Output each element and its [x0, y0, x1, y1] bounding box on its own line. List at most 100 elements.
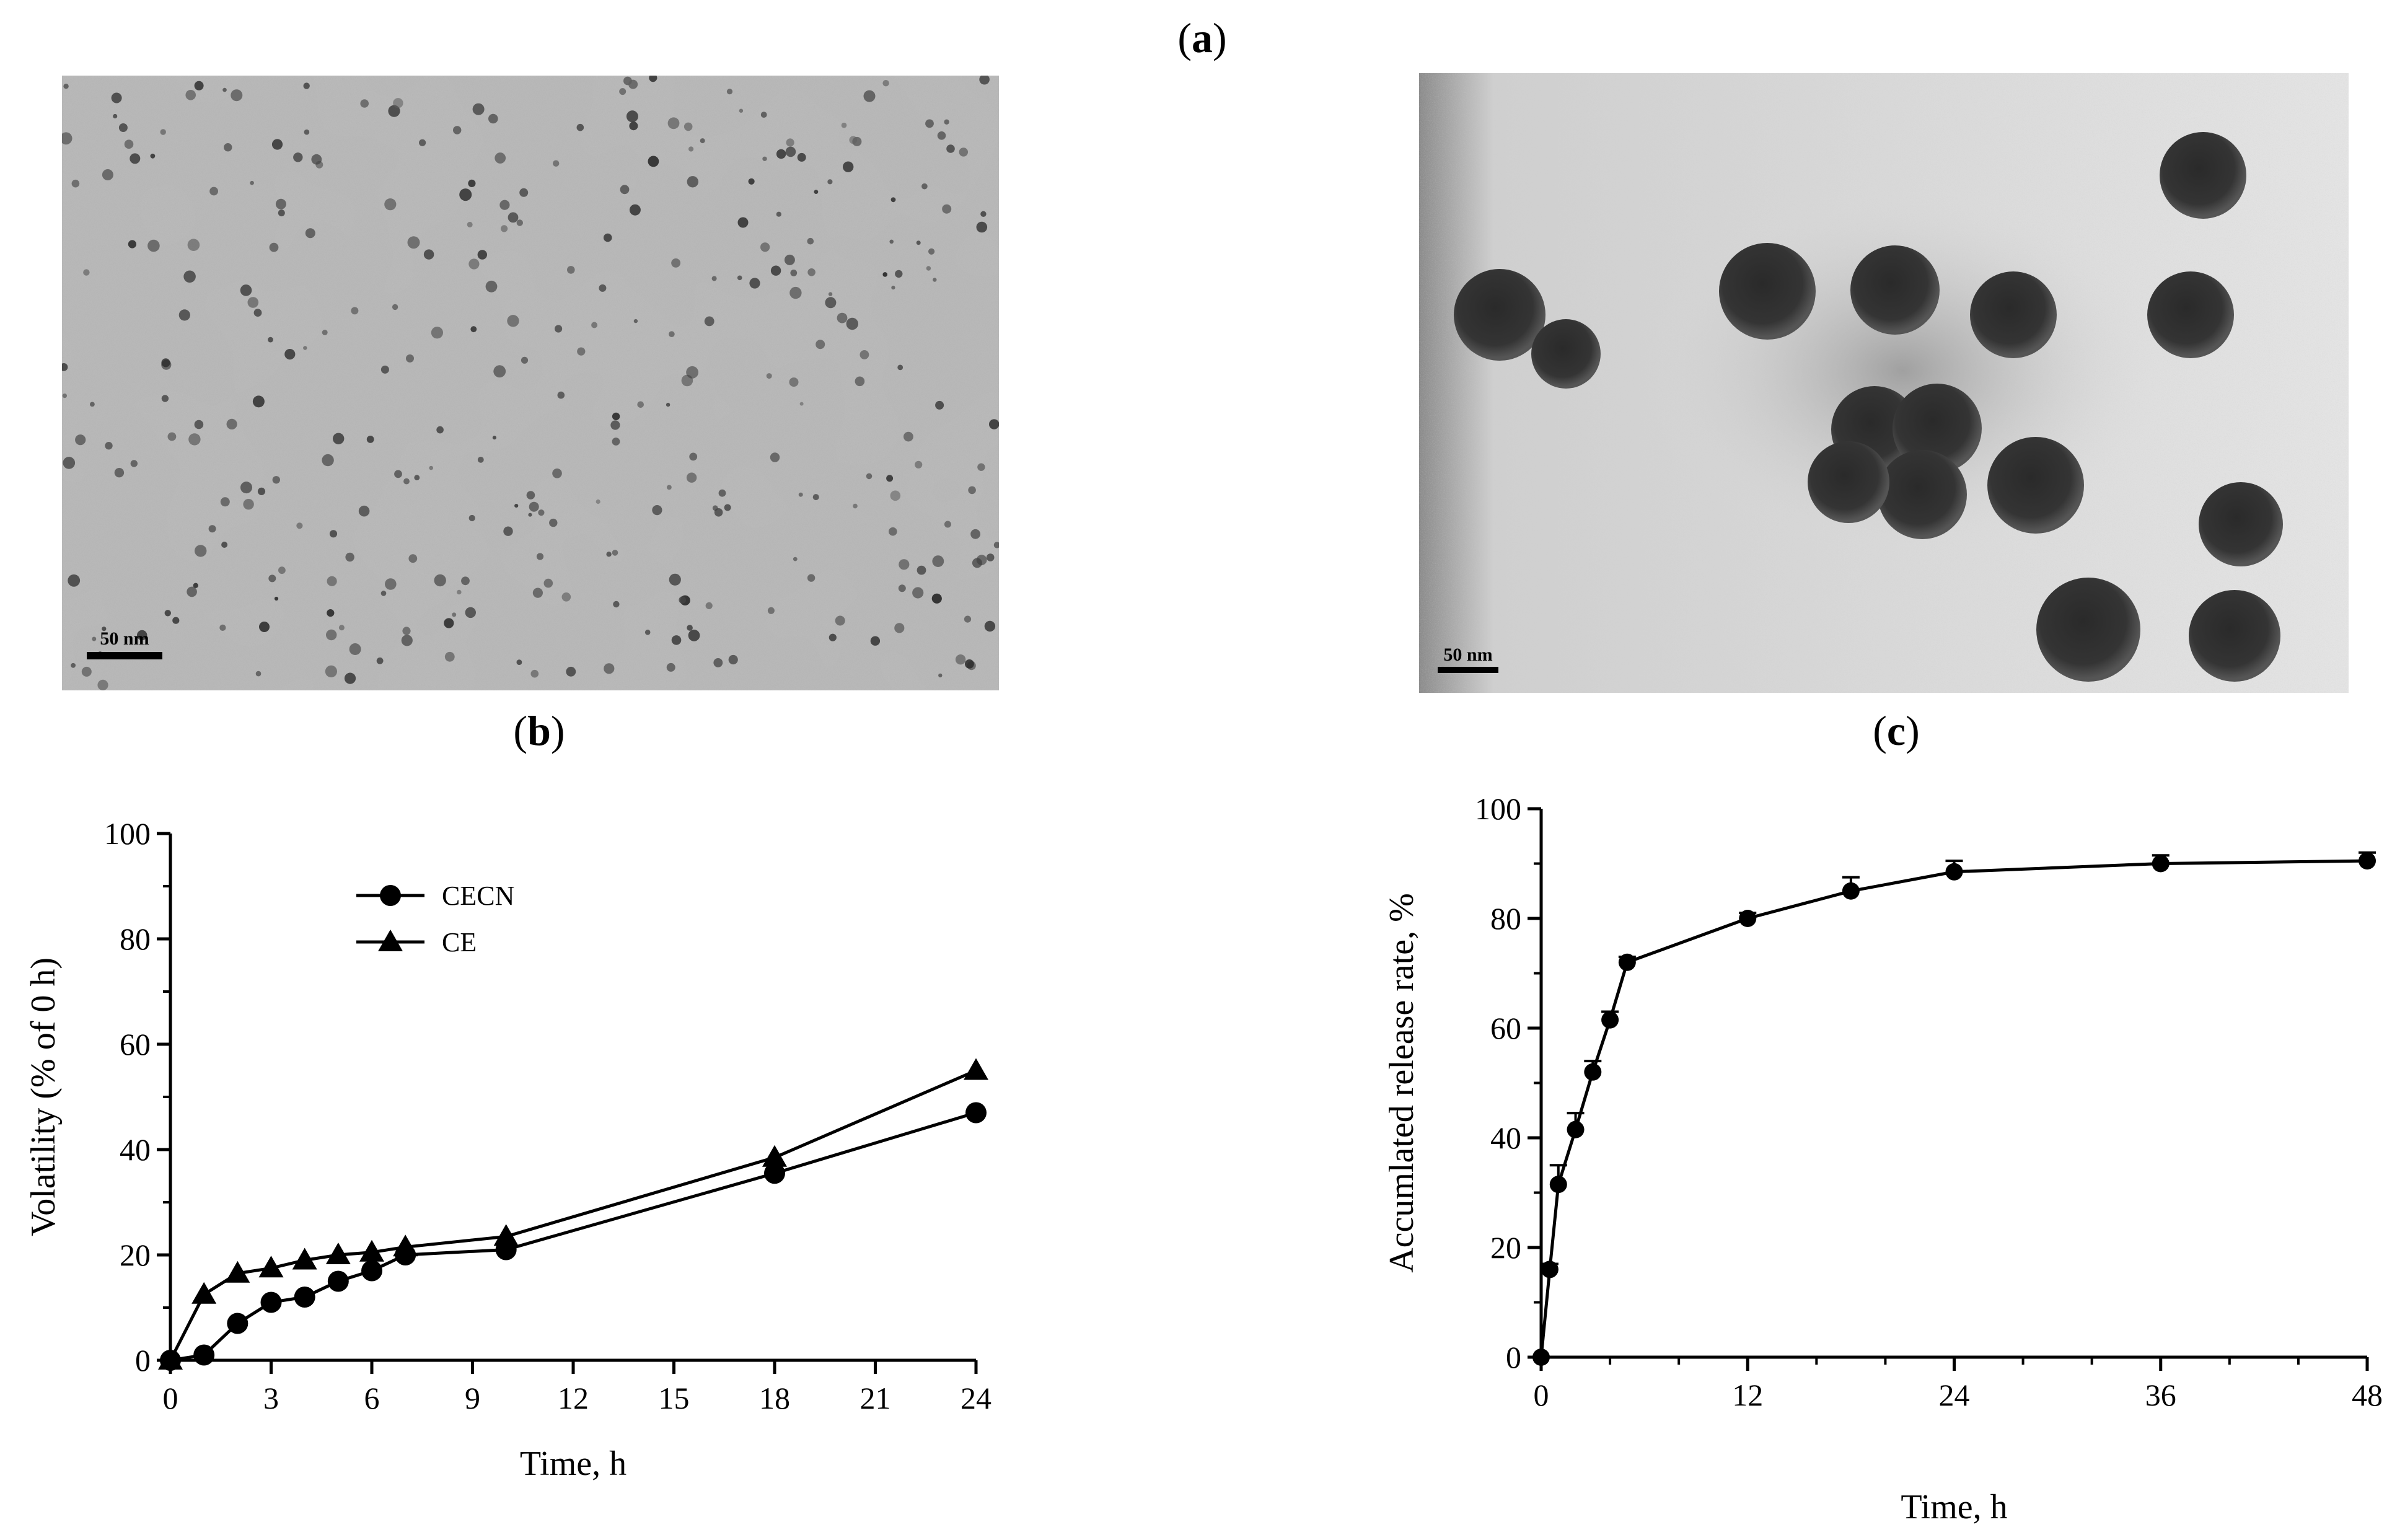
- series-line: [169, 1069, 977, 1362]
- nanoparticle-dot: [704, 316, 714, 327]
- x-tick-label: 9: [465, 1381, 480, 1415]
- legend-marker: [378, 930, 403, 951]
- nanoparticle-dot: [376, 657, 384, 664]
- data-point: [325, 1243, 351, 1264]
- nanoparticle-dot: [629, 121, 638, 131]
- nanoparticle-dot: [495, 152, 506, 164]
- nanoparticle-dot: [231, 89, 243, 102]
- nanoparticle-dot: [737, 217, 749, 228]
- nanoparticle-dot: [392, 304, 398, 310]
- series-ce: [158, 1058, 988, 1370]
- nanoparticle-dot: [897, 364, 904, 371]
- nanoparticle-dot: [889, 527, 897, 536]
- panel-label-a: (a): [1177, 14, 1227, 61]
- nanoparticle-dot: [130, 153, 141, 164]
- nanoparticle-dot: [477, 457, 484, 463]
- nanoparticle-dot: [977, 463, 985, 471]
- x-axis-title: Time, h: [520, 1445, 627, 1483]
- nanoparticle-dot: [221, 542, 228, 548]
- nanoparticle-dot: [686, 472, 697, 483]
- nanoparticle-dot: [944, 521, 951, 528]
- series-line: [170, 1111, 977, 1362]
- nanoparticle-dot: [891, 286, 895, 290]
- nanoparticle-dot: [626, 110, 638, 123]
- nanoparticle-dot: [526, 491, 535, 499]
- nanoparticle-dot: [344, 672, 356, 684]
- nanoparticle-dot: [402, 627, 411, 635]
- nanoparticle-dot: [284, 349, 296, 360]
- nanoparticle-dot: [784, 254, 795, 265]
- nanoparticle-dot: [799, 402, 804, 406]
- nanoparticle-dot: [604, 663, 615, 674]
- nanoparticle-dot: [543, 578, 553, 588]
- nanoparticle-dot: [916, 240, 921, 245]
- y-tick-label: 100: [1475, 791, 1521, 826]
- nanoparticle-dot: [62, 363, 68, 371]
- nanoparticle-dot: [68, 574, 81, 587]
- nanoparticle-dot: [414, 475, 420, 481]
- nanosphere: [1987, 437, 2084, 534]
- nanoparticle-dot: [407, 236, 420, 249]
- nanoparticle-dot: [841, 122, 847, 128]
- data-point: [225, 1261, 250, 1283]
- legend-label: CE: [442, 927, 477, 957]
- nanoparticle-dot: [612, 412, 620, 421]
- nanoparticle-dot: [553, 160, 560, 167]
- data-point: [193, 1344, 215, 1366]
- y-tick-label: 0: [1506, 1340, 1521, 1375]
- nanoparticle-dot: [160, 129, 166, 135]
- nanoparticle-dot: [278, 566, 286, 574]
- x-tick-label: 12: [558, 1381, 589, 1415]
- nanoparticle-dot: [633, 319, 638, 323]
- nanoparticle-dot: [552, 469, 562, 478]
- nanoparticle-dot: [942, 204, 952, 214]
- nanoparticle-dot: [452, 612, 457, 617]
- y-tick-label: 20: [120, 1238, 151, 1272]
- nanosphere: [2160, 132, 2246, 219]
- nanoparticle-dot: [271, 139, 283, 150]
- nanoparticle-dot: [105, 442, 113, 450]
- nanoparticle-dot: [81, 666, 92, 677]
- nanoparticle-dot: [926, 266, 931, 271]
- scale-bar-label: 50 nm: [100, 628, 149, 649]
- data-point: [294, 1287, 315, 1308]
- nanoparticle-dot: [322, 330, 328, 335]
- nanoparticle-dot: [325, 665, 337, 677]
- nanoparticle-dot: [667, 485, 672, 490]
- nanoparticle-dot: [946, 144, 955, 153]
- nanoparticle-dot: [728, 654, 738, 665]
- nanoparticle-dot: [293, 152, 303, 162]
- nanoparticle-dot: [652, 505, 662, 516]
- nanoparticle-dot: [933, 278, 937, 282]
- nanoparticle-dot: [714, 508, 723, 517]
- nanoparticle-dot: [612, 550, 618, 556]
- nanosphere: [1808, 441, 1889, 523]
- nanoparticle-dot: [684, 122, 693, 131]
- nanoparticle-dot: [666, 662, 675, 672]
- nanoparticle-dot: [536, 553, 544, 560]
- nanosphere: [1850, 245, 1940, 335]
- nanoparticle-dot: [226, 418, 237, 430]
- nanoparticle-dot: [408, 554, 418, 563]
- nanoparticle-dot: [866, 473, 873, 480]
- nanoparticle-dot: [388, 105, 400, 117]
- nanoparticle-dot: [150, 153, 156, 159]
- nanoparticle-dot: [188, 433, 201, 446]
- nanoparticle-dot: [419, 139, 426, 146]
- nanoparticle-dot: [303, 82, 310, 89]
- series-cecn: [160, 1102, 987, 1371]
- nanoparticle-dot: [882, 272, 887, 277]
- nanoparticle-dot: [71, 179, 80, 188]
- nanoparticle-dot: [467, 221, 473, 227]
- nanoparticle-dot: [561, 592, 571, 602]
- nanosphere-cluster: [1454, 132, 2283, 682]
- nanoparticle-dot: [252, 395, 265, 408]
- data-point: [964, 1058, 988, 1080]
- nanoparticle-dot: [648, 156, 659, 167]
- nanoparticle-dot: [240, 284, 252, 296]
- nanoparticle-dot: [275, 198, 286, 209]
- y-tick-label: 40: [120, 1132, 151, 1167]
- nanoparticle-dot: [499, 200, 510, 210]
- nanoparticle-dot: [979, 76, 990, 85]
- nanoparticle-dot: [429, 465, 433, 470]
